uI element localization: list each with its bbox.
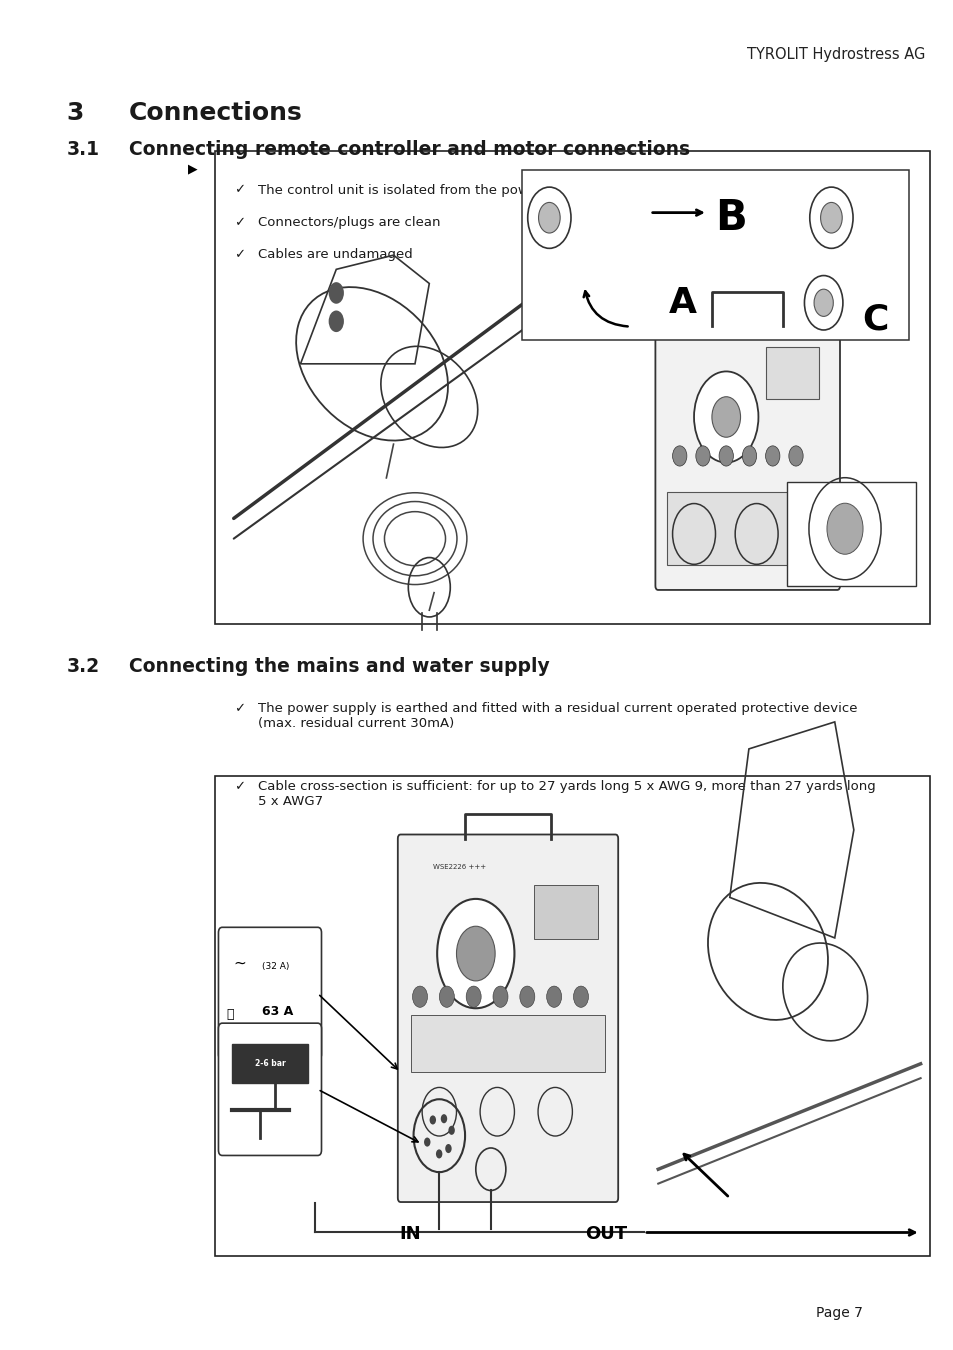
Circle shape xyxy=(423,1138,430,1146)
Text: C: C xyxy=(862,302,888,336)
Text: ⏻: ⏻ xyxy=(226,1007,233,1021)
Text: 3.1: 3.1 xyxy=(67,140,100,159)
Bar xyxy=(666,493,827,566)
Circle shape xyxy=(693,371,758,463)
Circle shape xyxy=(438,986,454,1007)
Bar xyxy=(232,1045,308,1083)
Text: 3.2: 3.2 xyxy=(67,657,100,676)
Circle shape xyxy=(538,202,559,234)
Circle shape xyxy=(695,446,709,466)
Text: 63 A: 63 A xyxy=(262,1006,294,1018)
Circle shape xyxy=(546,986,561,1007)
Circle shape xyxy=(436,1149,442,1158)
Text: Connecting remote controller and motor connections: Connecting remote controller and motor c… xyxy=(129,140,689,159)
Circle shape xyxy=(328,310,343,332)
Text: Connectors/plugs are clean: Connectors/plugs are clean xyxy=(257,216,439,230)
Text: Cables are undamaged: Cables are undamaged xyxy=(257,248,412,262)
Text: WSE2226 +++: WSE2226 +++ xyxy=(433,864,485,869)
Text: Connections: Connections xyxy=(129,101,302,126)
Circle shape xyxy=(741,446,756,466)
Text: A: A xyxy=(668,286,697,320)
Text: ▶: ▶ xyxy=(188,162,197,176)
Bar xyxy=(534,886,598,940)
FancyBboxPatch shape xyxy=(218,1023,321,1156)
Text: 3: 3 xyxy=(67,101,84,126)
Circle shape xyxy=(412,986,427,1007)
Text: ✓: ✓ xyxy=(233,216,245,230)
Circle shape xyxy=(445,1143,451,1153)
FancyBboxPatch shape xyxy=(397,834,618,1202)
Text: Connecting the mains and water supply: Connecting the mains and water supply xyxy=(129,657,549,676)
Bar xyxy=(764,347,819,398)
Bar xyxy=(214,776,929,1256)
Text: (32 A): (32 A) xyxy=(262,963,290,971)
Text: ✓: ✓ xyxy=(233,702,245,716)
Text: IN: IN xyxy=(399,1224,420,1243)
Text: The control unit is isolated from the power supply: The control unit is isolated from the po… xyxy=(257,184,590,197)
Text: B: B xyxy=(715,197,746,239)
Circle shape xyxy=(493,986,507,1007)
Circle shape xyxy=(466,986,480,1007)
FancyBboxPatch shape xyxy=(218,927,321,1060)
Bar xyxy=(214,151,929,624)
Circle shape xyxy=(826,504,862,555)
Text: TYROLIT Hydrostress AG: TYROLIT Hydrostress AG xyxy=(746,47,924,62)
Text: OUT: OUT xyxy=(584,1224,626,1243)
Circle shape xyxy=(672,446,686,466)
Text: ✓: ✓ xyxy=(233,780,245,792)
Circle shape xyxy=(788,446,802,466)
Text: Cable cross-section is sufficient: for up to 27 yards long 5 x AWG 9, more than : Cable cross-section is sufficient: for u… xyxy=(257,780,875,807)
Circle shape xyxy=(764,446,780,466)
Circle shape xyxy=(429,1115,436,1125)
FancyBboxPatch shape xyxy=(655,321,839,590)
Circle shape xyxy=(719,446,733,466)
Circle shape xyxy=(519,986,535,1007)
Circle shape xyxy=(440,1114,447,1123)
Bar xyxy=(411,1015,604,1072)
Circle shape xyxy=(328,282,343,304)
Circle shape xyxy=(573,986,588,1007)
Circle shape xyxy=(711,397,740,437)
Circle shape xyxy=(456,926,495,981)
Text: ~: ~ xyxy=(233,956,246,971)
Text: The power supply is earthed and fitted with a residual current operated protecti: The power supply is earthed and fitted w… xyxy=(257,702,856,730)
Bar xyxy=(522,170,907,340)
Circle shape xyxy=(448,1126,455,1135)
Text: Page 7: Page 7 xyxy=(815,1307,862,1320)
Bar xyxy=(786,482,915,586)
Text: 2-6 bar: 2-6 bar xyxy=(254,1060,285,1068)
Text: ✓: ✓ xyxy=(233,184,245,197)
Text: ✓: ✓ xyxy=(233,248,245,262)
Circle shape xyxy=(436,899,514,1008)
Circle shape xyxy=(820,202,841,234)
Circle shape xyxy=(813,289,832,316)
